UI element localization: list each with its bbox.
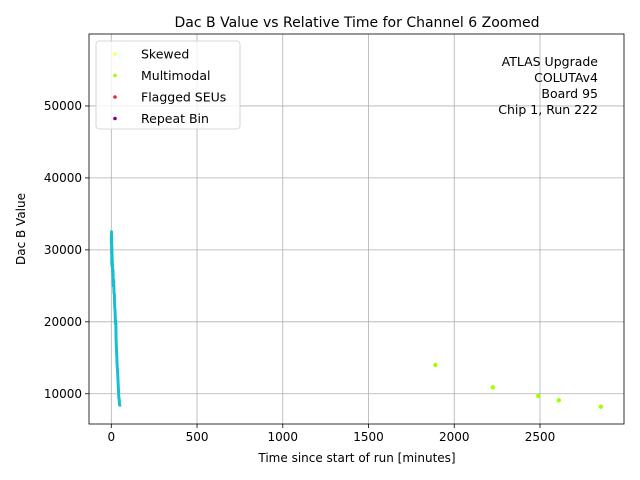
data-point — [536, 393, 541, 399]
legend-marker — [113, 95, 117, 99]
x-tick-label: 2500 — [525, 430, 556, 444]
legend-marker — [113, 116, 117, 121]
annotation-line: Board 95 — [541, 86, 598, 101]
legend-marker — [113, 52, 117, 56]
y-tick-label: 50000 — [44, 99, 82, 113]
chart-title: Dac B Value vs Relative Time for Channel… — [175, 15, 540, 31]
data-point — [598, 404, 604, 409]
plot-frame — [88, 33, 625, 425]
annotation-line: Chip 1, Run 222 — [498, 102, 598, 117]
legend-box — [95, 40, 241, 130]
legend-label: Multimodal — [141, 68, 210, 83]
annotation-line: ATLAS Upgrade — [502, 54, 599, 69]
x-tick-label: 1500 — [353, 430, 384, 444]
y-tick-label: 30000 — [44, 243, 82, 257]
legend-label: Flagged SEUs — [141, 90, 226, 105]
legend-marker — [113, 73, 117, 78]
legend-label: Skewed — [141, 47, 189, 62]
legend: Skewed Multimodal Flagged SEUs Repeat Bin — [95, 40, 241, 130]
x-tick-label: 1000 — [267, 430, 298, 444]
y-tick-label: 10000 — [44, 387, 82, 401]
y-axis-ticks: 10000 20000 30000 40000 50000 — [44, 99, 89, 401]
x-axis-label: Time since start of run [minutes] — [257, 451, 455, 465]
data-point — [433, 362, 438, 368]
x-axis-ticks: 0 500 1000 1500 2000 2500 — [107, 424, 555, 444]
data-point — [556, 398, 562, 403]
x-tick-label: 0 — [107, 430, 115, 444]
y-axis-label: Dac B Value — [14, 193, 28, 265]
y-tick-label: 40000 — [44, 171, 82, 185]
data-point — [490, 385, 496, 390]
y-tick-label: 20000 — [44, 315, 82, 329]
series-layer — [109, 50, 604, 409]
x-tick-label: 2000 — [439, 430, 470, 444]
series-trace — [109, 230, 122, 407]
x-tick-label: 500 — [186, 430, 209, 444]
annotation-line: COLUTAv4 — [534, 70, 598, 85]
legend-label: Repeat Bin — [141, 111, 209, 126]
